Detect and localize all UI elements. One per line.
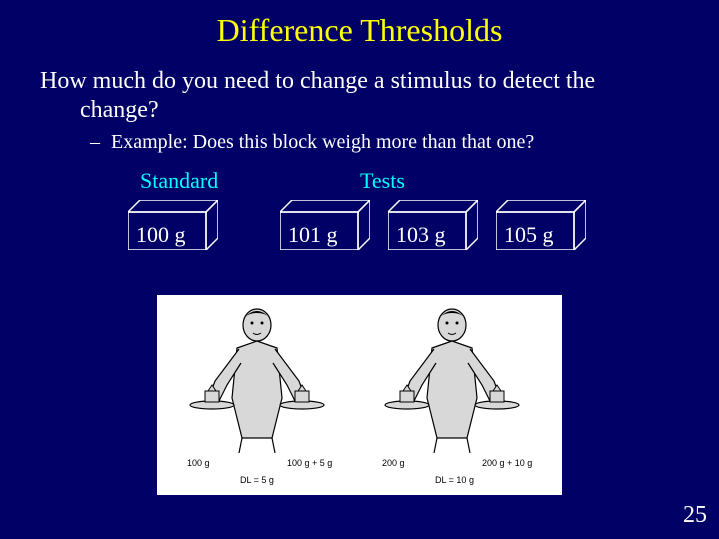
caption-l1: 100 g (187, 458, 210, 468)
weight-box-0: 100 g (128, 200, 218, 250)
weight-box-label-0: 100 g (136, 222, 186, 248)
example-text: Example: Does this block weigh more than… (111, 131, 534, 153)
example-line: – Example: Does this block weigh more th… (90, 131, 719, 154)
body-text: How much do you need to change a stimulu… (40, 67, 679, 125)
slide-title: Difference Thresholds (0, 0, 719, 49)
boxes-row: 100 g 101 g 103 g 105 g (0, 200, 719, 260)
body-line-2: change? (80, 97, 159, 123)
weight-box-label-2: 103 g (396, 222, 446, 248)
weight-box-label-1: 101 g (288, 222, 338, 248)
caption-dl-left: DL = 5 g (240, 475, 274, 485)
label-tests: Tests (360, 168, 405, 194)
page-number: 25 (683, 502, 707, 529)
caption-dl-right: DL = 10 g (435, 475, 474, 485)
caption-r2: 200 g + 10 g (482, 458, 532, 468)
bullet-dash: – (90, 131, 100, 153)
category-labels: Standard Tests (0, 168, 719, 198)
caption-r1: 200 g (382, 458, 405, 468)
weight-box-2: 103 g (388, 200, 478, 250)
illustration: 100 g 100 g + 5 g DL = 5 g 200 g 200 g +… (157, 295, 562, 495)
label-standard: Standard (140, 168, 218, 194)
caption-l2: 100 g + 5 g (287, 458, 332, 468)
weight-box-1: 101 g (280, 200, 370, 250)
person-left (187, 303, 327, 453)
person-right (382, 303, 522, 453)
weight-box-label-3: 105 g (504, 222, 554, 248)
body-line-1: How much do you need to change a stimulu… (40, 68, 595, 94)
weight-box-3: 105 g (496, 200, 586, 250)
